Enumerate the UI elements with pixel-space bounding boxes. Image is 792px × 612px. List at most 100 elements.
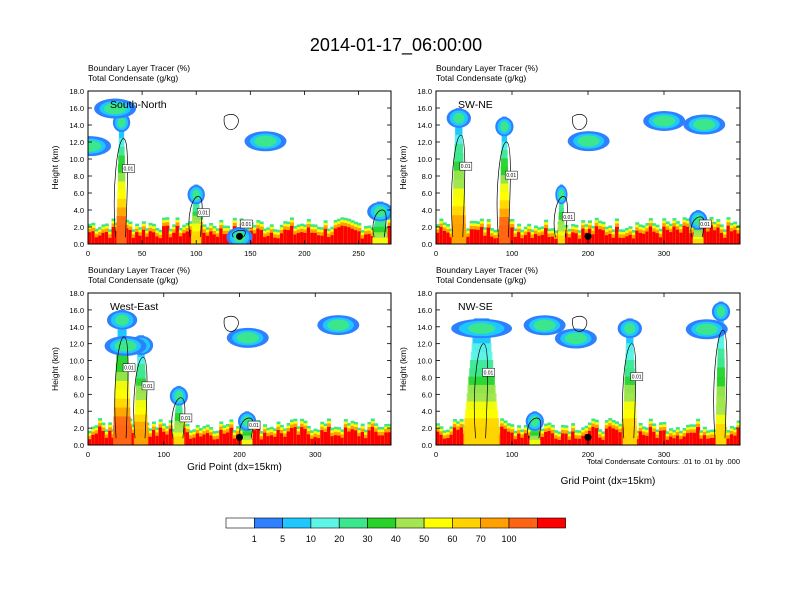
- section-label: South-North: [110, 99, 167, 111]
- boundary-layer-cell: [544, 432, 549, 445]
- contour-label: 0.01: [124, 167, 134, 173]
- boundary-layer-cell: [557, 439, 562, 445]
- boundary-layer-cell: [266, 235, 271, 244]
- boundary-layer-cell: [256, 228, 261, 244]
- boundary-layer-cell: [510, 227, 515, 244]
- section-label: West-East: [110, 301, 158, 313]
- x-tick-label: 300: [309, 450, 322, 459]
- boundary-layer-cell: [594, 428, 599, 445]
- panel-sw-ne: 0.01 0.01 0.01 0.01 0.0 2.0 4.0 6.0 8.0 10.0 12.0 1…: [398, 63, 741, 258]
- boundary-layer-cell: [628, 234, 633, 244]
- boundary-layer-cell: [125, 228, 129, 244]
- y-tick-label: 16.0: [417, 104, 432, 113]
- boundary-layer-cell: [306, 434, 311, 445]
- condensate-contour: [473, 343, 488, 439]
- boundary-layer-cell: [675, 435, 680, 445]
- colorbar-label: 60: [447, 534, 457, 544]
- panel-west-east: 0.01 0.01 0.01 0.01 0.0 2.0 4.0 6.0 8.0 10.0 12.0 1…: [50, 265, 392, 473]
- boundary-layer-cell: [155, 236, 160, 244]
- boundary-layer-cell: [286, 230, 291, 244]
- boundary-layer-cell: [442, 438, 447, 445]
- boundary-layer-cell: [662, 430, 667, 445]
- boundary-layer-cell: [652, 431, 657, 445]
- boundary-layer-cell: [655, 437, 660, 445]
- boundary-layer-cell: [547, 237, 552, 244]
- boundary-layer-cell: [513, 236, 518, 244]
- condensate-contour: [572, 114, 588, 131]
- boundary-layer-cell: [496, 237, 501, 244]
- boundary-layer-cell: [540, 234, 545, 244]
- y-tick-label: 12.0: [417, 138, 432, 147]
- boundary-layer-cell: [212, 234, 217, 244]
- boundary-layer-cell: [148, 436, 153, 445]
- boundary-layer-cell: [215, 236, 220, 244]
- boundary-layer-cell: [510, 432, 515, 445]
- boundary-layer-cell: [189, 438, 193, 445]
- boundary-layer-cell: [625, 236, 630, 244]
- boundary-layer-cell: [165, 225, 170, 244]
- plume-layer: [692, 239, 704, 244]
- boundary-layer-cell: [618, 432, 623, 445]
- colorbar-swatch: [395, 517, 425, 529]
- colorbar-label: 10: [306, 534, 316, 544]
- condensate-contour: [572, 315, 588, 332]
- boundary-layer-cell: [689, 233, 694, 244]
- boundary-layer-cell: [658, 237, 663, 244]
- boundary-layer-cell: [608, 426, 613, 445]
- boundary-layer-cell: [229, 427, 234, 445]
- boundary-layer-cell: [145, 236, 150, 244]
- boundary-layer-cell: [293, 427, 298, 445]
- contour-label-box: [505, 170, 518, 180]
- boundary-layer-cell: [259, 230, 264, 244]
- boundary-layer-cell: [209, 435, 214, 445]
- x-tick-label: 100: [157, 450, 170, 459]
- contour-label-box: [459, 161, 473, 171]
- boundary-layer-cell: [212, 439, 217, 445]
- colorbar-swatch: [423, 517, 453, 529]
- boundary-layer-cell: [662, 226, 667, 244]
- boundary-layer-cell: [91, 231, 96, 244]
- anvil-cloud: [558, 189, 565, 201]
- x-axis-label: Grid Point (dx=15km): [561, 476, 656, 487]
- y-tick-label: 12.0: [69, 340, 84, 349]
- tracer-field: [436, 301, 740, 445]
- boundary-layer-cell: [108, 430, 113, 445]
- y-axis-label: Height (km): [50, 347, 60, 391]
- boundary-layer-cell: [269, 435, 274, 445]
- boundary-layer-cell: [350, 429, 355, 445]
- contour-label-box: [630, 372, 644, 381]
- colorbar-swatch: [367, 517, 397, 529]
- boundary-layer-cell: [635, 230, 640, 244]
- y-tick-label: 10.0: [69, 155, 84, 164]
- boundary-layer-cell: [702, 226, 707, 244]
- colorbar-label: 5: [280, 534, 285, 544]
- boundary-layer-cell: [506, 431, 511, 445]
- contour-label: 0.01: [700, 222, 710, 228]
- x-tick-label: 250: [352, 249, 365, 258]
- y-tick-label: 14.0: [69, 121, 84, 130]
- boundary-layer-cell: [503, 428, 508, 445]
- boundary-layer-cell: [577, 238, 582, 244]
- cloud-blob: [254, 135, 277, 147]
- x-tick-label: 200: [582, 249, 595, 258]
- boundary-layer-cell: [387, 225, 391, 244]
- boundary-layer-cell: [540, 437, 545, 445]
- boundary-layer-cell: [446, 232, 451, 244]
- boundary-layer-cell: [330, 436, 335, 445]
- boundary-layer-cell: [350, 228, 355, 244]
- boundary-layer-cell: [594, 226, 599, 244]
- boundary-layer-cell: [655, 233, 660, 244]
- boundary-layer-cell: [353, 430, 358, 445]
- y-tick-label: 18.0: [69, 87, 84, 96]
- boundary-layer-cell: [310, 438, 315, 445]
- boundary-layer-cell: [493, 238, 498, 244]
- boundary-layer-cell: [550, 236, 555, 244]
- boundary-layer-cell: [685, 226, 690, 244]
- boundary-layer-cell: [564, 433, 569, 445]
- boundary-layer-cell: [500, 426, 505, 445]
- plume-layer: [133, 429, 149, 445]
- boundary-layer-cell: [269, 232, 274, 244]
- boundary-layer-cell: [560, 433, 565, 445]
- y-tick-label: 8.0: [74, 373, 84, 382]
- y-tick-label: 6.0: [422, 390, 432, 399]
